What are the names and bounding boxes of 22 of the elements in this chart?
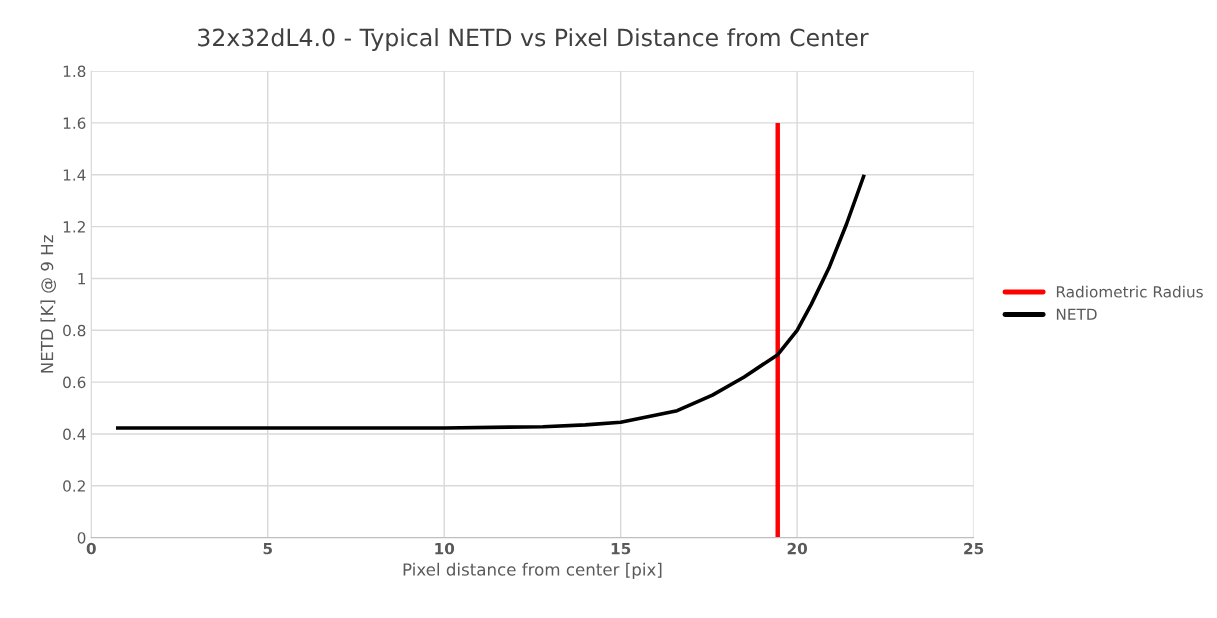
x-tick-label: 15 [611, 542, 631, 555]
y-tick-label: 0.4 [63, 428, 86, 440]
x-tick-label: 25 [964, 542, 984, 555]
y-tick-label: 0.2 [63, 480, 85, 492]
x-tick-label: 5 [263, 542, 272, 555]
x-axis-title: Pixel distance from center [pix] [403, 562, 662, 579]
x-tick-label: 20 [787, 542, 808, 555]
y-axis-title: NETD [K] @ 9 Hz [40, 235, 56, 373]
y-tick-label: 1.6 [63, 117, 86, 129]
legend-label: Radiometric Radius [1056, 285, 1203, 298]
line-series [114, 172, 866, 430]
x-tick-label: 0 [86, 542, 96, 555]
y-tick-label: 1.8 [63, 65, 86, 78]
x-tick-label: 10 [435, 542, 455, 555]
y-tick-label: 1.4 [63, 169, 86, 181]
y-tick-label: 0 [77, 532, 86, 544]
y-tick-label: 0.8 [63, 324, 86, 337]
y-tick-label: 1.2 [63, 221, 85, 233]
legend-label: NETD [1056, 308, 1097, 320]
chart-title: 32x32dL4.0 - Typical NETD vs Pixel Distance from Center [198, 28, 869, 51]
y-tick-label: 1 [78, 273, 85, 285]
y-tick-label: 0.6 [63, 376, 86, 389]
